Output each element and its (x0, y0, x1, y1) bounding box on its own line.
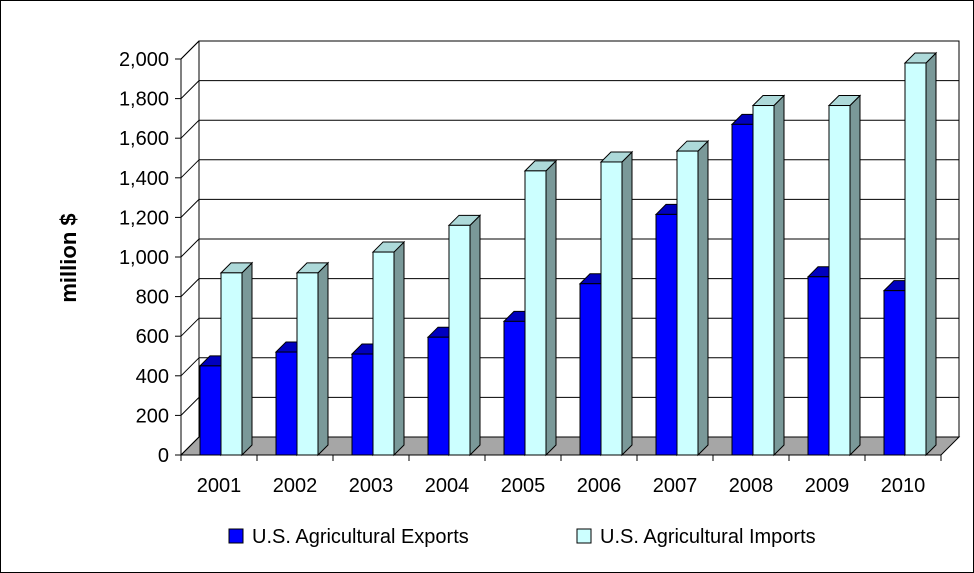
bar-side-face (469, 214, 481, 457)
bar-side-face (241, 261, 253, 457)
bar-front-face (503, 320, 526, 456)
bar-front-face (524, 170, 547, 456)
bar-side-face (925, 51, 937, 457)
bar (599, 150, 634, 457)
bar (523, 159, 558, 457)
bar-front-face (883, 290, 906, 456)
y-tick-label: 200 (136, 405, 169, 427)
side-wall-gridline (180, 119, 200, 139)
side-wall-gridline (180, 80, 200, 99)
bar-side-face (697, 139, 709, 457)
y-axis-title: million $ (56, 213, 81, 302)
bar-front-face (372, 251, 395, 456)
bar-front-face (904, 62, 927, 456)
legend-swatch (228, 528, 244, 544)
bar (675, 139, 710, 457)
x-tick-label: 2001 (197, 475, 242, 497)
bar-front-face (828, 105, 851, 456)
bar-side-face (393, 240, 405, 457)
y-tick-label: 1,600 (119, 128, 169, 150)
bar-side-face (621, 150, 633, 457)
y-tick-label: 1,400 (119, 168, 169, 190)
bar (751, 94, 786, 457)
x-tick-label: 2006 (577, 475, 622, 497)
bar (827, 94, 862, 457)
side-wall-gridline (180, 357, 200, 377)
bar-side-face (849, 94, 861, 457)
legend-item: U.S. Agricultural Exports (228, 526, 469, 548)
x-tick-label: 2003 (349, 475, 394, 497)
legend-label: U.S. Agricultural Imports (600, 526, 816, 548)
bar-front-face (275, 351, 298, 456)
bar-side-face (545, 159, 557, 457)
bar-front-face (296, 272, 319, 456)
legend-label: U.S. Agricultural Exports (252, 526, 469, 548)
bar-front-face (351, 353, 374, 456)
bar-front-face (199, 365, 222, 456)
bar-front-face (427, 336, 450, 456)
x-tick-label: 2009 (805, 475, 850, 497)
legend: U.S. Agricultural Exports U.S. Agricultur… (228, 526, 816, 548)
y-tick-label: 1,000 (119, 247, 169, 269)
x-tick-label: 2004 (425, 475, 470, 497)
x-tick-label: 2002 (273, 475, 318, 497)
y-tick-label: 1,200 (119, 207, 169, 229)
side-wall-gridline (180, 397, 200, 416)
bar-front-face (655, 213, 678, 456)
bar-front-face (807, 276, 830, 456)
bar (447, 214, 482, 457)
side-wall-top-edge (180, 40, 200, 60)
x-tick-label: 2008 (729, 475, 774, 497)
bar-front-face (752, 105, 775, 456)
side-wall-gridline (180, 436, 200, 456)
side-wall-gridline (180, 278, 200, 297)
side-wall-gridline (180, 199, 200, 218)
side-wall-gridline (180, 317, 200, 337)
bar-front-face (731, 123, 754, 456)
bar (295, 261, 330, 457)
bar-front-face (600, 161, 623, 456)
bar (219, 261, 254, 457)
y-tick-label: 800 (136, 287, 169, 309)
x-tick-label: 2005 (501, 475, 546, 497)
bar-side-face (317, 261, 329, 457)
bar (903, 51, 938, 457)
y-tick-label: 2,000 (119, 49, 169, 71)
bar-front-face (448, 224, 471, 456)
bar-front-face (676, 150, 699, 456)
bar-front-face (220, 272, 243, 456)
legend-swatch (576, 528, 592, 544)
y-tick-label: 1,800 (119, 89, 169, 111)
y-tick-label: 0 (158, 445, 169, 467)
y-tick-label: 400 (136, 366, 169, 388)
bar (371, 240, 406, 457)
bar-side-face (773, 94, 785, 457)
x-tick-label: 2010 (881, 475, 926, 497)
y-tick-label: 600 (136, 326, 169, 348)
legend-item: U.S. Agricultural Imports (576, 526, 816, 548)
side-wall-gridline (180, 238, 200, 258)
x-tick-label: 2007 (653, 475, 698, 497)
bar-front-face (579, 283, 602, 456)
side-wall-gridline (180, 159, 200, 179)
